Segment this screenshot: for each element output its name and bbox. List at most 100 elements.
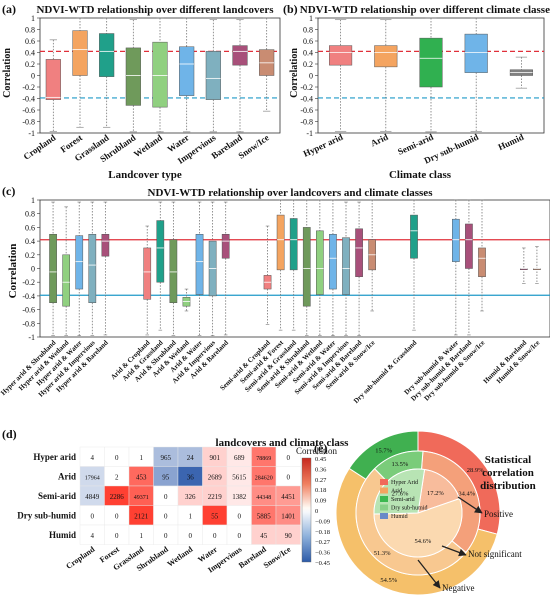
heatmap-cell-value: 0 (287, 473, 291, 481)
y-tick-label: 0 (31, 72, 35, 81)
callout-arrow (441, 545, 467, 557)
box-impervious (205, 51, 221, 100)
heatmap-cell-value: 1 (189, 512, 193, 520)
y-tick-label: -0.6 (22, 306, 35, 315)
box-water (179, 46, 195, 96)
legend-label: Semi-arid (391, 497, 415, 503)
heatmap-cell (275, 524, 301, 545)
box-hyper-arid-bareland (101, 234, 110, 257)
heatmap-cell-value: 0 (238, 512, 242, 520)
pie-title-line-1: Statistical (485, 454, 531, 466)
legend-label: Hyper Arid (391, 480, 418, 486)
y-tick-label: 1 (31, 14, 35, 23)
y-tick-label: -1 (28, 333, 35, 342)
heatmap-cell-value: 24 (187, 454, 195, 462)
donut-chart: 28.9% 54.5% 15.7% 34.4% 51.3% 13.5% 17.2% 54.6%… (335, 430, 501, 596)
heatmap-row-label: Semi-arid (38, 491, 76, 501)
heatmap-cell-value: 2689 (208, 473, 223, 481)
colorbar-tick-label: −0.18 (315, 529, 330, 536)
colorbar-tick-label: 0.36 (315, 466, 327, 473)
box-hyper-arid-impervious (88, 234, 97, 303)
heatmap-cell-value: 45 (260, 532, 268, 540)
y-tick-label: 0 (309, 72, 313, 81)
pie-title-line-2: correlation (482, 467, 534, 479)
box-grassland (99, 33, 115, 77)
donut-slice (373, 497, 463, 558)
chart-a-ylabel: Correlation (2, 48, 13, 98)
heatmap-cell-value: 284620 (255, 475, 273, 481)
chart-b-xlabel: Climate class (389, 169, 452, 181)
box-semi-arid-grassland (289, 218, 298, 271)
box-arid-bareland (221, 234, 230, 259)
heatmap-cell-value: 965 (161, 454, 172, 462)
box-bareland (232, 45, 248, 66)
pie-title-line-3: distribution (480, 480, 536, 492)
box-semi-arid-bareland (355, 228, 363, 277)
heatmap-row-label: Humid (49, 530, 76, 540)
heatmap-row-label: Arid (58, 471, 76, 481)
heatmap-cell-value: 326 (185, 493, 196, 501)
donut-slice-label: 15.7% (375, 448, 392, 455)
y-tick-label: 0 (31, 265, 35, 274)
box-arid-cropland (143, 247, 152, 300)
y-tick-label: 0.4 (25, 237, 35, 246)
heatmap-cell-value: 44348 (256, 495, 271, 501)
heatmap-cell-value: 2286 (110, 493, 125, 501)
heatmap-cell-value: 4 (91, 454, 95, 462)
y-tick-label: 0.8 (25, 210, 35, 219)
heatmap-cell-value: 2 (115, 473, 119, 481)
y-tick-label: 0.8 (303, 26, 313, 35)
y-tick-label: -0.8 (22, 118, 35, 127)
heatmap-cell-value: 689 (234, 454, 245, 462)
heatmap-row-label: Hyper arid (33, 452, 76, 462)
box-dry-sub-humid-bareland (465, 223, 473, 269)
heatmap-cell-value: 49371 (134, 495, 149, 501)
heatmap-row-label: Dry sub-humid (17, 510, 76, 520)
heatmap-cell-value: 4 (91, 532, 95, 540)
box-hyper-arid (329, 45, 353, 66)
heatmap-cell-value: 453 (136, 473, 147, 481)
heatmap-cell-value: 0 (238, 532, 242, 540)
panel-letter-b: (b) (283, 2, 298, 16)
donut-slice-label: 13.5% (392, 461, 409, 468)
y-tick-label: -0.4 (22, 95, 35, 104)
chart-a-plot: -1 -0.8 -0.6 -0.4 -0.2 0 0.2 0.4 0.6 0.8 1 Cropland… (22, 14, 281, 166)
heatmap-cell-value: 5885 (257, 512, 272, 520)
colorbar-tick-label: −0.45 (315, 560, 330, 567)
chart-b-title: NDVI-WTD relationship over different cli… (300, 4, 550, 16)
box-semi-arid-water (329, 234, 337, 290)
legend-swatch (380, 496, 388, 502)
callout-arrow (417, 559, 441, 589)
box-arid-water (195, 234, 204, 295)
heatmap-cell-value: 0 (91, 512, 95, 520)
y-tick-label: 0.8 (25, 26, 35, 35)
heatmap-cell-value: 0 (115, 512, 119, 520)
legend-swatch (380, 504, 388, 511)
box-dry-sub-humid-water (452, 218, 460, 262)
heatmap-cell-value: 2121 (134, 512, 149, 520)
heatmap-cell-value: 2219 (208, 493, 223, 501)
y-tick-label: -0.8 (300, 118, 313, 127)
callout-negative: Negative (442, 583, 474, 593)
y-tick-label: 0.4 (303, 49, 313, 58)
donut-slice-label: 28.9% (467, 467, 484, 474)
y-tick-label: -1 (28, 129, 35, 138)
heatmap-cell-value: 1401 (281, 512, 296, 520)
box-wetland (152, 41, 168, 108)
legend-label: Dry sub-humid (391, 506, 428, 512)
x-tick-label-cropland: Cropland (22, 132, 58, 161)
donut-slice-label: 54.5% (380, 577, 397, 584)
y-tick-label: -1 (306, 129, 313, 138)
y-tick-label: -0.2 (300, 83, 313, 92)
y-tick-label: 0.4 (25, 49, 35, 58)
heatmap-cell-value: 78869 (256, 456, 271, 462)
donut-slice-label: 27.6% (392, 491, 409, 498)
colorbar-tick-label: −0.27 (315, 539, 331, 546)
donut-slice-label: 51.3% (374, 550, 391, 557)
chart-a-title: NDVI-WTD relationship over different lan… (36, 4, 274, 16)
heatmap-col-label: Cropland (64, 544, 96, 570)
box-dry-sub-humid (464, 33, 488, 73)
